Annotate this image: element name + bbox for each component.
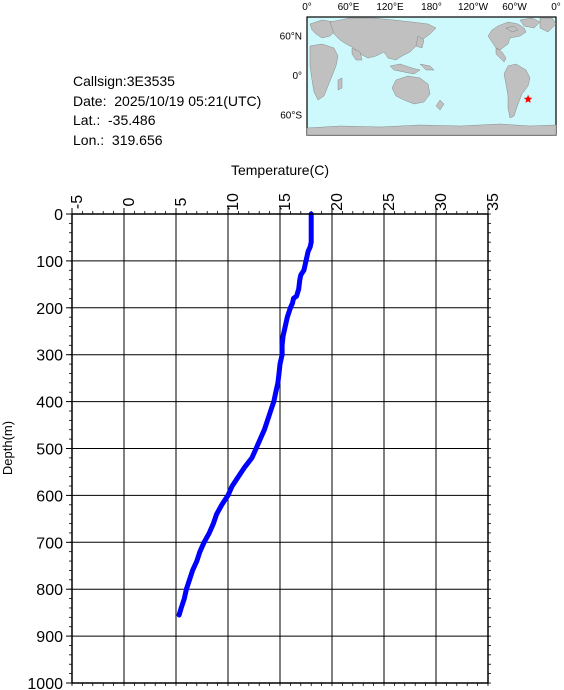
x-tick-label: 20: [329, 193, 346, 211]
longitude-text: Lon.: 319.656: [73, 131, 163, 148]
y-tick-label: 600: [36, 488, 63, 505]
y-tick-label: 800: [36, 582, 63, 599]
map-top-label-3: 180°: [421, 2, 442, 13]
x-tick-label: 25: [381, 193, 398, 211]
latitude-text: Lat.: -35.486: [73, 112, 156, 128]
y-tick-label: 700: [36, 535, 63, 552]
map-side-label-2: 60°S: [280, 110, 302, 121]
date-text: Date: 2025/10/19 05:21(UTC): [73, 92, 262, 109]
map-top-label-5: 60°W: [502, 2, 527, 13]
temperature-profile-line: [176, 211, 314, 618]
y-axis-title: Depth(m): [0, 421, 15, 475]
map-side-labels: 60°N 0° 60°S: [280, 32, 311, 121]
y-tick-label: 300: [36, 348, 63, 365]
y-tick-label: 900: [36, 629, 63, 646]
y-tick-label: 200: [36, 301, 63, 318]
station-info: Callsign:3E3535 Date: 2025/10/19 05:21(U…: [73, 72, 261, 150]
x-tick-label: 5: [173, 197, 190, 206]
x-axis-title: Temperature(C): [231, 162, 329, 178]
x-tick-labels: -5 0 5 10 15 20 25 30 35: [69, 193, 502, 211]
star-icon: [523, 94, 533, 103]
y-tick-label: 1000: [27, 676, 63, 690]
map-top-label-2: 120°E: [376, 2, 404, 13]
map-top-label-4: 120°W: [458, 2, 489, 13]
x-tick-label: 0: [121, 197, 138, 206]
y-tick-labels: 0 100 200 300 400 500 600 700 800 900 1000: [27, 207, 63, 690]
callsign-text: Callsign:3E3535: [73, 73, 175, 89]
map-marker: [523, 94, 533, 103]
x-tick-label: 35: [485, 193, 502, 211]
x-tick-label: 30: [433, 193, 450, 211]
map-top-label-1: 60°E: [338, 2, 360, 13]
map-side-label-0: 60°N: [280, 32, 302, 43]
temperature-depth-chart: Temperature(C) Depth(m) -5 0 5 10 15 20 25 30 35…: [0, 162, 502, 690]
world-map: 0° 60°E 120°E 180° 120°W 60°W 0° 60°N 0° 60°S: [280, 2, 561, 136]
map-land: [306, 17, 557, 136]
x-tick-label: -5: [69, 195, 86, 209]
grid-lines: [66, 208, 489, 684]
profile-series: [176, 211, 314, 618]
y-tick-label: 100: [36, 254, 63, 271]
map-top-label-6: 0°: [551, 2, 561, 13]
y-tick-label: 0: [54, 207, 63, 224]
y-tick-label: 500: [36, 442, 63, 459]
y-tick-label: 400: [36, 395, 63, 412]
map-top-label-0: 0°: [302, 2, 312, 13]
map-side-label-1: 0°: [292, 71, 302, 82]
x-tick-label: 15: [277, 193, 294, 211]
x-tick-label: 10: [225, 193, 242, 211]
plot-frame: [71, 213, 489, 684]
